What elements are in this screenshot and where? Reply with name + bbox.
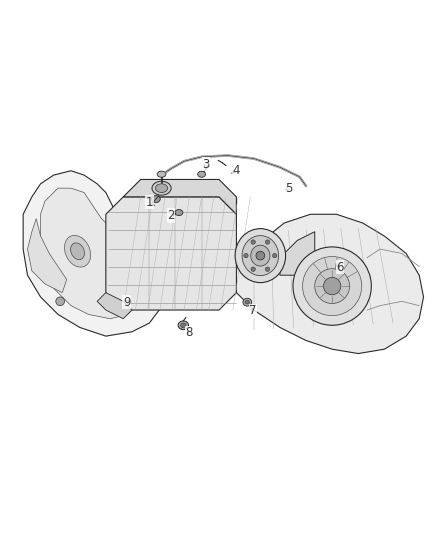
Ellipse shape <box>251 245 270 266</box>
Ellipse shape <box>56 297 64 305</box>
Ellipse shape <box>293 247 371 325</box>
Ellipse shape <box>71 243 85 260</box>
Text: 5: 5 <box>285 182 292 195</box>
Ellipse shape <box>251 240 255 244</box>
Ellipse shape <box>155 184 168 192</box>
Text: 9: 9 <box>123 296 131 309</box>
Ellipse shape <box>272 254 277 258</box>
Ellipse shape <box>251 267 255 271</box>
Polygon shape <box>106 197 237 310</box>
Text: 2: 2 <box>167 209 175 222</box>
Ellipse shape <box>175 209 183 215</box>
Ellipse shape <box>198 171 205 177</box>
Ellipse shape <box>243 298 252 306</box>
Polygon shape <box>23 171 167 336</box>
Ellipse shape <box>303 256 362 316</box>
Text: 7: 7 <box>249 304 257 317</box>
Ellipse shape <box>181 323 186 327</box>
Polygon shape <box>228 214 424 353</box>
Ellipse shape <box>152 196 160 203</box>
Ellipse shape <box>315 269 350 303</box>
Ellipse shape <box>157 171 166 177</box>
Text: 3: 3 <box>202 158 210 171</box>
Ellipse shape <box>265 267 270 271</box>
Polygon shape <box>97 293 132 319</box>
Polygon shape <box>28 219 67 293</box>
Ellipse shape <box>178 321 188 329</box>
Text: 4: 4 <box>233 164 240 177</box>
Text: 1: 1 <box>145 196 153 208</box>
Ellipse shape <box>256 251 265 260</box>
Ellipse shape <box>242 236 279 276</box>
Ellipse shape <box>323 277 341 295</box>
Text: 8: 8 <box>186 326 193 339</box>
Text: 6: 6 <box>336 261 344 274</box>
Ellipse shape <box>265 240 270 244</box>
Polygon shape <box>123 180 237 214</box>
Ellipse shape <box>244 254 248 258</box>
Polygon shape <box>280 232 315 275</box>
Ellipse shape <box>235 229 286 282</box>
Ellipse shape <box>245 301 250 304</box>
Ellipse shape <box>64 236 91 267</box>
Ellipse shape <box>152 181 171 195</box>
Polygon shape <box>41 188 145 319</box>
